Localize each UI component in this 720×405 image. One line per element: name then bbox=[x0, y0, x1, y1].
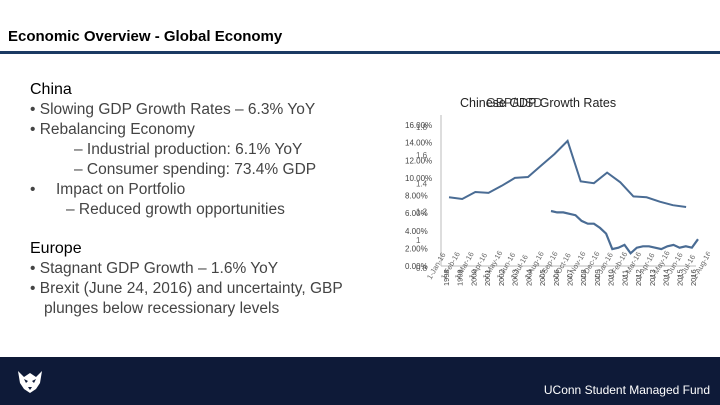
europe-bullet-brexit: • Brexit (June 24, 2016) and uncertainty… bbox=[30, 280, 343, 297]
slide-title: Economic Overview - Global Economy bbox=[8, 28, 283, 45]
y-tick-percent: 0.00% bbox=[405, 262, 428, 271]
x-tick-year: 2001 bbox=[483, 269, 492, 286]
china-sub-industrial: – Industrial production: 6.1% YoY bbox=[74, 141, 303, 158]
x-tick-year: 2004 bbox=[524, 269, 533, 286]
gbp-usd-line bbox=[550, 209, 699, 255]
gdp-growth-line bbox=[448, 139, 687, 208]
y-tick-gbp: 1.8 bbox=[416, 123, 428, 132]
x-tick-year: 1998 bbox=[442, 269, 451, 286]
overlapping-charts: Chinese GDP Growth Rates GBP/USD 16.00% 1… bbox=[396, 88, 710, 288]
chart-title-gbp: GBP/USD bbox=[486, 96, 543, 110]
chart-title-gdp: Chinese GDP Growth Rates bbox=[460, 96, 617, 110]
y-tick-gbp: 1.6 bbox=[416, 151, 428, 160]
x-tick-year: 2011 bbox=[620, 270, 629, 286]
x-tick-year: 2000 bbox=[469, 269, 478, 286]
y-tick-percent: 8.00% bbox=[405, 192, 428, 201]
x-tick-year: 2015 bbox=[675, 269, 684, 286]
x-tick-year: 1999 bbox=[456, 269, 465, 286]
y-tick-percent: 4.00% bbox=[405, 227, 428, 236]
y-tick-percent: 16.00% bbox=[405, 121, 432, 130]
x-tick-year: 2012 bbox=[634, 269, 643, 286]
y-tick-percent: 14.00% bbox=[405, 139, 432, 148]
x-tick-year: 2010 bbox=[607, 269, 616, 286]
y-tick-gbp: 0.8 bbox=[416, 264, 428, 273]
y-tick-percent: 12.00% bbox=[405, 156, 432, 165]
x-tick-date: 1-Aug-16 bbox=[690, 250, 710, 281]
y-tick-percent: 6.00% bbox=[405, 209, 428, 218]
x-tick-year: 2014 bbox=[662, 269, 671, 286]
title-divider bbox=[0, 51, 720, 54]
x-tick-year: 2006 bbox=[552, 269, 561, 286]
x-tick-year: 2013 bbox=[648, 269, 657, 286]
x-tick-year: 2003 bbox=[511, 269, 520, 286]
bullet-dot: • bbox=[30, 181, 36, 198]
bullet-list: China • Slowing GDP Growth Rates – 6.3% … bbox=[30, 80, 400, 319]
y-tick-gbp: 1.2 bbox=[416, 208, 428, 217]
china-sub-reduced: – Reduced growth opportunities bbox=[66, 201, 285, 218]
europe-bullet-brexit-cont: plunges below recessionary levels bbox=[44, 300, 280, 317]
x-tick-year: 2009 bbox=[593, 269, 602, 286]
europe-heading: Europe bbox=[30, 240, 82, 257]
y-tick-percent: 2.00% bbox=[405, 244, 428, 253]
x-tick-year: 2005 bbox=[538, 269, 547, 286]
portfolio-text: Impact on Portfolio bbox=[56, 181, 186, 198]
europe-bullet-gdp: • Stagnant GDP Growth – 1.6% YoY bbox=[30, 260, 279, 277]
x-tick-year: 2008 bbox=[579, 269, 588, 286]
husky-logo-icon bbox=[18, 371, 42, 393]
x-tick-year: 2007 bbox=[566, 269, 575, 286]
footer-text: UConn Student Managed Fund bbox=[543, 383, 710, 397]
y-tick-percent: 10.00% bbox=[405, 174, 432, 183]
x-tick-year: 2002 bbox=[497, 269, 506, 286]
y-tick-gbp: 1 bbox=[416, 236, 421, 245]
footer-bar: UConn Student Managed Fund bbox=[0, 357, 720, 405]
china-sub-consumer: – Consumer spending: 73.4% GDP bbox=[74, 161, 317, 178]
x-tick-year: 2016 bbox=[689, 269, 698, 286]
china-bullet-portfolio: • Impact on Portfolio bbox=[30, 180, 400, 200]
chart-svg: 16.00%14.00%12.00%10.00%8.00%6.00%4.00%2… bbox=[405, 115, 710, 286]
china-bullet-gdp: • Slowing GDP Growth Rates – 6.3% YoY bbox=[30, 101, 316, 118]
china-heading: China bbox=[30, 81, 72, 98]
china-bullet-rebalancing: • Rebalancing Economy bbox=[30, 121, 195, 138]
y-tick-gbp: 1.4 bbox=[416, 179, 428, 188]
